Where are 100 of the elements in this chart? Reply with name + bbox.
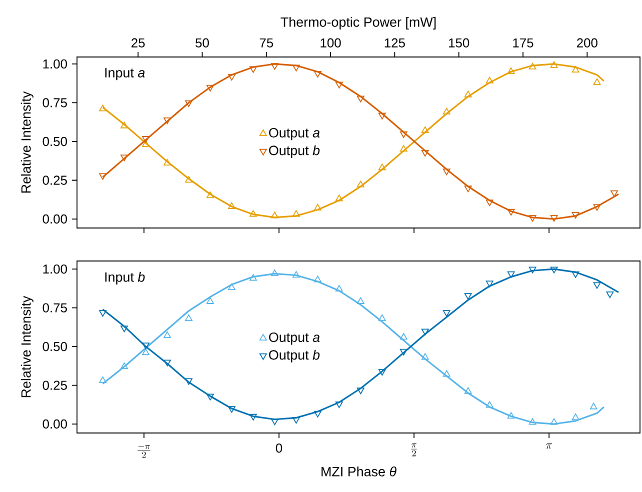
point (292, 210, 300, 217)
point (507, 208, 515, 216)
point (142, 136, 150, 143)
point (185, 176, 192, 183)
point (606, 292, 614, 298)
point (228, 406, 236, 413)
point (486, 401, 494, 408)
point (550, 266, 558, 274)
point (593, 204, 601, 211)
point (206, 192, 214, 198)
point (270, 212, 278, 218)
point (442, 310, 450, 317)
point (99, 376, 107, 383)
point (228, 202, 236, 209)
point (164, 331, 171, 338)
point (120, 326, 128, 332)
point (593, 282, 601, 289)
point (249, 414, 257, 421)
point (486, 280, 494, 288)
x-tick-label: 0 (276, 444, 282, 453)
point (400, 145, 408, 152)
point (528, 266, 536, 274)
point (142, 348, 150, 356)
x-tick-label: $\frac{-\pi}{2}$ (138, 444, 150, 458)
point (421, 150, 429, 157)
x2-tick-label: 125 (384, 38, 405, 48)
point (572, 271, 580, 278)
legend-label: Output b (269, 350, 320, 362)
y-tick-label: 0.75 (42, 98, 67, 108)
point (442, 168, 450, 176)
y-tick-label: 0.50 (42, 342, 67, 352)
x2-tick-label: 150 (449, 38, 470, 48)
point (610, 190, 618, 197)
point (270, 418, 278, 426)
x2-tick-label: 25 (132, 38, 145, 48)
y-tick-label: 0.00 (42, 419, 67, 429)
legend-label: Output a (269, 332, 320, 345)
legend-label: Output b (269, 145, 320, 158)
point (356, 388, 364, 394)
point (142, 342, 150, 350)
y-tick-label: 0.00 (42, 214, 67, 224)
point (292, 64, 300, 72)
point (572, 212, 580, 219)
point (400, 348, 408, 356)
point (120, 362, 128, 370)
y-tick-label: 0.25 (42, 176, 67, 185)
point (206, 394, 214, 400)
point (206, 84, 214, 92)
point (378, 368, 386, 376)
point (550, 418, 558, 425)
point (335, 402, 343, 408)
y-axis-title: Relative Intensity (20, 91, 34, 193)
point (550, 215, 558, 222)
y-tick-label: 0.75 (42, 303, 67, 312)
point (292, 271, 300, 278)
point (400, 333, 408, 340)
point (464, 387, 472, 394)
point (356, 180, 364, 188)
point (507, 271, 515, 278)
point (507, 412, 515, 419)
point (464, 186, 472, 192)
point (249, 66, 257, 73)
point (442, 370, 450, 377)
x2-axis-title: Thermo-optic Power [mW] (280, 16, 436, 30)
point (421, 353, 429, 360)
point (164, 117, 171, 124)
annotation: Input b (105, 272, 145, 284)
point (228, 74, 236, 81)
point (249, 210, 257, 217)
point (378, 112, 386, 120)
point (400, 131, 408, 138)
x2-tick-label: 175 (513, 38, 534, 48)
annotation: Input a (105, 68, 145, 80)
x-tick-label: $\frac{\pi}{2}$ (411, 444, 417, 456)
point (572, 414, 580, 420)
point (528, 418, 536, 425)
point (120, 154, 128, 162)
x2-tick-label: 100 (320, 38, 341, 48)
x2-tick-label: 50 (196, 38, 209, 48)
point (421, 328, 429, 336)
point (164, 158, 171, 166)
point (378, 164, 386, 170)
point (528, 215, 536, 222)
point (314, 70, 322, 78)
y-tick-label: 1.00 (43, 264, 67, 274)
y-tick-label: 0.25 (42, 380, 67, 390)
point (314, 410, 322, 418)
point (314, 204, 322, 210)
point (185, 378, 192, 385)
point (464, 293, 472, 300)
point (270, 63, 278, 70)
point (142, 140, 150, 147)
point (292, 417, 300, 424)
y-axis-title: Relative Intensity (20, 296, 34, 398)
point (356, 96, 364, 102)
point (164, 360, 171, 366)
point (335, 194, 343, 202)
x-tick-label: $\pi$ (546, 444, 552, 449)
x2-tick-label: 75 (260, 38, 274, 48)
point (120, 122, 128, 128)
